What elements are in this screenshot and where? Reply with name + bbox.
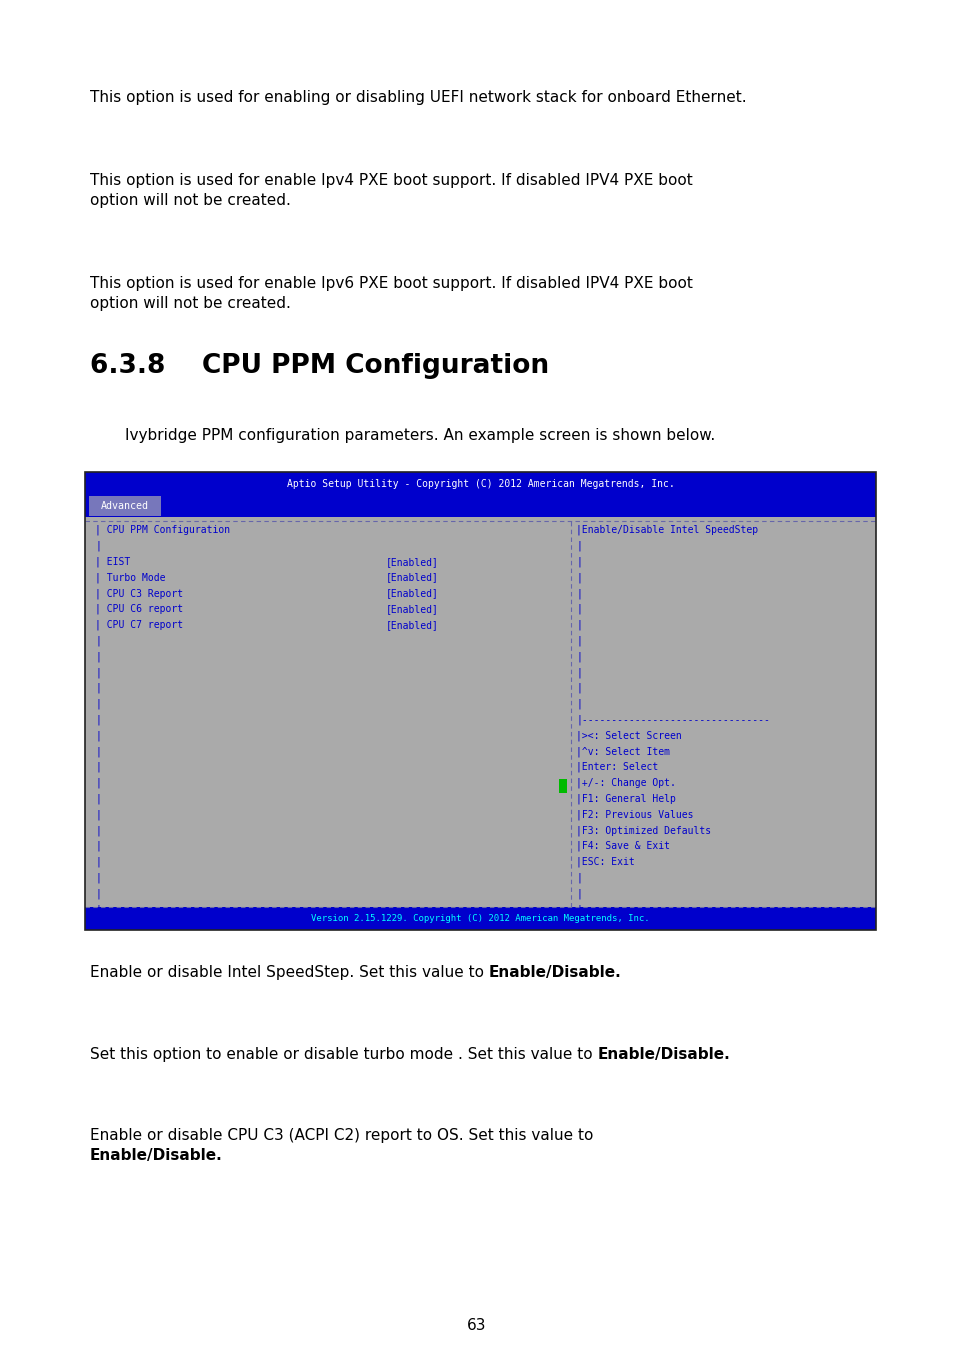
Text: |: |: [95, 888, 101, 899]
Text: |: |: [95, 747, 101, 757]
Text: |: |: [95, 857, 101, 867]
Text: | CPU C3 Report: | CPU C3 Report: [95, 589, 183, 598]
Bar: [89, 495, 161, 516]
Text: [Enabled]: [Enabled]: [385, 556, 438, 567]
Text: |: |: [95, 699, 101, 709]
Text: |--------------------------------: |--------------------------------: [576, 714, 769, 725]
Text: Enable or disable CPU C3 (ACPI C2) report to OS. Set this value to: Enable or disable CPU C3 (ACPI C2) repor…: [90, 1129, 593, 1143]
Text: This option is used for enable Ipv6 PXE boot support. If disabled IPV4 PXE boot: This option is used for enable Ipv6 PXE …: [90, 275, 692, 292]
Text: |><: Select Screen: |><: Select Screen: [576, 730, 681, 741]
Text: |Enter: Select: |Enter: Select: [576, 761, 658, 772]
Text: |: |: [95, 683, 101, 694]
Text: Enable or disable Intel SpeedStep. Set this value to: Enable or disable Intel SpeedStep. Set t…: [90, 965, 488, 980]
Text: |: |: [576, 589, 581, 598]
Text: |: |: [576, 556, 581, 567]
Text: |: |: [95, 652, 101, 662]
Text: |: |: [576, 699, 581, 709]
Text: Ivybridge PPM configuration parameters. An example screen is shown below.: Ivybridge PPM configuration parameters. …: [125, 428, 715, 443]
Text: |F1: General Help: |F1: General Help: [576, 794, 676, 805]
Text: Set this option to enable or disable turbo mode . Set this value to: Set this option to enable or disable tur…: [90, 1048, 597, 1062]
Bar: [85, 472, 875, 930]
Text: |: |: [95, 730, 101, 741]
Bar: [85, 472, 875, 930]
Text: |: |: [95, 810, 101, 819]
Text: |: |: [95, 636, 101, 647]
Text: |: |: [95, 541, 101, 551]
Text: | EIST: | EIST: [95, 556, 131, 567]
Text: Enable/Disable.: Enable/Disable.: [488, 965, 621, 980]
Text: Advanced: Advanced: [101, 501, 149, 512]
Text: |+/-: Change Opt.: |+/-: Change Opt.: [576, 778, 676, 788]
Text: |: |: [576, 683, 581, 694]
Bar: [85, 907, 875, 930]
Text: | CPU PPM Configuration: | CPU PPM Configuration: [95, 525, 230, 536]
Text: 63: 63: [467, 1318, 486, 1332]
Text: Version 2.15.1229. Copyright (C) 2012 American Megatrends, Inc.: Version 2.15.1229. Copyright (C) 2012 Am…: [311, 914, 649, 923]
Text: [Enabled]: [Enabled]: [385, 603, 438, 614]
Text: Enable/Disable.: Enable/Disable.: [90, 1148, 222, 1162]
Text: [Enabled]: [Enabled]: [385, 620, 438, 630]
Text: |: |: [95, 714, 101, 725]
Text: |Enable/Disable Intel SpeedStep: |Enable/Disable Intel SpeedStep: [576, 525, 758, 536]
Text: |: |: [576, 572, 581, 583]
Text: |: |: [576, 603, 581, 614]
Text: |: |: [576, 636, 581, 647]
Text: |: |: [576, 904, 581, 915]
Text: |F4: Save & Exit: |F4: Save & Exit: [576, 841, 670, 852]
Text: |: |: [95, 794, 101, 805]
Text: option will not be created.: option will not be created.: [90, 193, 291, 208]
Text: Aptio Setup Utility - Copyright (C) 2012 American Megatrends, Inc.: Aptio Setup Utility - Copyright (C) 2012…: [286, 479, 674, 489]
Text: | CPU C7 report: | CPU C7 report: [95, 620, 183, 630]
Text: |: |: [576, 872, 581, 883]
Text: This option is used for enabling or disabling UEFI network stack for onboard Eth: This option is used for enabling or disa…: [90, 90, 746, 105]
Text: |: |: [95, 778, 101, 788]
Text: |F2: Previous Values: |F2: Previous Values: [576, 810, 693, 819]
Text: |: |: [576, 888, 581, 899]
Text: |: |: [576, 652, 581, 662]
Text: |F3: Optimized Defaults: |F3: Optimized Defaults: [576, 825, 711, 836]
Text: Enable/Disable.: Enable/Disable.: [597, 1048, 729, 1062]
Bar: [85, 472, 875, 495]
Text: | Turbo Mode: | Turbo Mode: [95, 572, 165, 583]
Text: |ESC: Exit: |ESC: Exit: [576, 857, 635, 867]
Text: [Enabled]: [Enabled]: [385, 572, 438, 582]
Text: |: |: [576, 620, 581, 630]
Text: |: |: [95, 904, 101, 915]
Bar: [85, 495, 875, 517]
Text: [Enabled]: [Enabled]: [385, 589, 438, 598]
Text: |: |: [95, 825, 101, 836]
Text: | CPU C6 report: | CPU C6 report: [95, 603, 183, 614]
Text: This option is used for enable Ipv4 PXE boot support. If disabled IPV4 PXE boot: This option is used for enable Ipv4 PXE …: [90, 173, 692, 188]
Bar: [558, 779, 567, 792]
Text: |^v: Select Item: |^v: Select Item: [576, 747, 670, 757]
Text: |: |: [95, 761, 101, 772]
Text: option will not be created.: option will not be created.: [90, 296, 291, 310]
Text: |: |: [576, 541, 581, 551]
Text: 6.3.8    CPU PPM Configuration: 6.3.8 CPU PPM Configuration: [90, 352, 549, 379]
Text: |: |: [95, 872, 101, 883]
Text: |: |: [95, 841, 101, 852]
Text: |: |: [576, 667, 581, 678]
Text: |: |: [95, 667, 101, 678]
